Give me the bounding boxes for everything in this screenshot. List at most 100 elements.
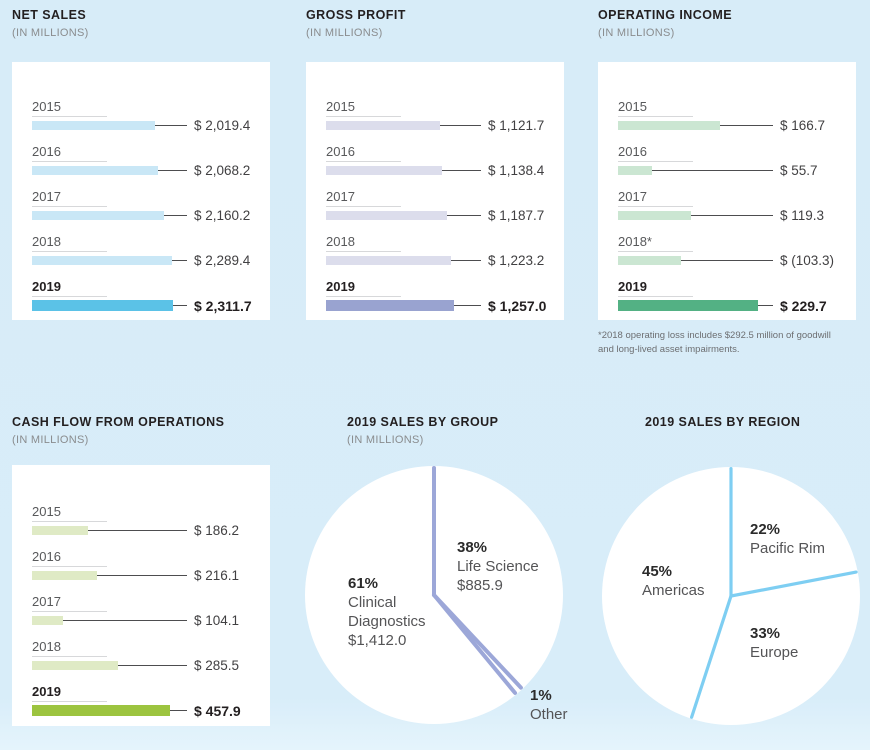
sales-by-region-pie-wrap: 22% Pacific Rim 45% Americas 33% Europe — [600, 465, 862, 727]
sales-by-group-pie — [305, 466, 563, 724]
slice-amount: $885.9 — [457, 577, 503, 594]
bar — [32, 166, 158, 175]
slice-name: Life Science — [457, 558, 539, 575]
year-label: 2018 — [326, 234, 401, 252]
bar-row: 2018* $ (103.3) — [618, 233, 846, 268]
operating-income-title: OPERATING INCOME — [598, 8, 733, 22]
year-label: 2018 — [32, 639, 107, 657]
operating-income-footnote: *2018 operating loss includes $292.5 mil… — [598, 330, 831, 355]
pie-divider-line — [432, 593, 517, 695]
bar-track: $ 1,257.0 — [326, 297, 554, 314]
bar-row: 2015 $ 2,019.4 — [32, 98, 260, 133]
bar-value: $ 2,289.4 — [194, 253, 251, 268]
bar-value: $ 229.7 — [780, 297, 827, 314]
bar-track: $ 216.1 — [32, 568, 260, 583]
bar-row: 2017 $ 1,187.7 — [326, 188, 554, 223]
bar-track: $ 2,289.4 — [32, 253, 260, 268]
bar-value: $ 216.1 — [194, 568, 240, 583]
bar — [32, 571, 97, 580]
bar-value: $ 457.9 — [194, 702, 241, 719]
bar — [326, 211, 447, 220]
connector-line — [720, 125, 773, 126]
bar-track: $ 1,138.4 — [326, 163, 554, 178]
section-header: NET SALES (IN MILLIONS) — [12, 8, 270, 39]
cash-flow-chart-card: 2015 $ 186.2 2016 $ 216.1 2017 $ 104.1 2018 $ 2… — [12, 465, 270, 726]
gross-profit-subtitle: (IN MILLIONS) — [306, 27, 383, 39]
gross-profit-section: GROSS PROFIT (IN MILLIONS) 2015 $ 1,121.7… — [306, 8, 564, 320]
bar-row: 2015 $ 166.7 — [618, 98, 846, 133]
connector-line — [442, 170, 481, 171]
bar — [32, 300, 173, 311]
slice-name: Americas — [642, 582, 705, 599]
bar-row: 2019 $ 229.7 — [618, 278, 846, 314]
bar-row: 2017 $ 2,160.2 — [32, 188, 260, 223]
bar-track: $ 166.7 — [618, 118, 846, 133]
bar — [32, 211, 164, 220]
sales-by-group-subtitle: (IN MILLIONS) — [347, 434, 424, 446]
connector-line — [681, 260, 773, 261]
bar-track: $ 2,311.7 — [32, 297, 260, 314]
bar-value: $ 2,311.7 — [194, 297, 252, 314]
bar-track: $ 1,121.7 — [326, 118, 554, 133]
year-label: 2017 — [32, 189, 107, 207]
bar-track: $ 186.2 — [32, 523, 260, 538]
bar-value: $ 55.7 — [780, 163, 818, 178]
connector-line — [691, 215, 773, 216]
connector-line — [758, 305, 773, 306]
connector-line — [447, 215, 481, 216]
connector-line — [173, 305, 187, 306]
pie-label-europe: 33% Europe — [750, 624, 830, 662]
slice-name: Pacific Rim — [750, 540, 826, 557]
bar-row: 2016 $ 1,138.4 — [326, 143, 554, 178]
connector-line — [164, 215, 187, 216]
slice-name: Other — [530, 706, 568, 723]
pie-label-pacific-rim: 22% Pacific Rim — [750, 520, 845, 558]
slice-percent: 33% — [750, 625, 781, 642]
year-label: 2017 — [618, 189, 693, 207]
connector-line — [451, 260, 481, 261]
bar-value: $ 1,223.2 — [488, 253, 545, 268]
connector-line — [155, 125, 187, 126]
gross-profit-title: GROSS PROFIT — [306, 8, 406, 22]
year-label: 2016 — [618, 144, 693, 162]
bar — [32, 256, 172, 265]
bar — [326, 121, 440, 130]
bar — [32, 121, 155, 130]
year-label: 2017 — [326, 189, 401, 207]
bar-value: $ 285.5 — [194, 658, 240, 673]
year-label: 2019 — [32, 279, 107, 297]
section-header: OPERATING INCOME (IN MILLIONS) — [598, 8, 858, 39]
year-label: 2019 — [618, 279, 693, 297]
bar-track: $ 229.7 — [618, 297, 846, 314]
sales-by-group-pie-wrap: 38% Life Science $885.9 61% Clinical Dia… — [303, 464, 568, 726]
bar-row: 2015 $ 1,121.7 — [326, 98, 554, 133]
bar-track: $ 104.1 — [32, 613, 260, 628]
bar-value: $ 186.2 — [194, 523, 240, 538]
pie-label-other: 1% Other — [530, 686, 590, 724]
year-label: 2017 — [32, 594, 107, 612]
slice-percent: 38% — [457, 539, 488, 556]
operating-income-chart-card: 2015 $ 166.7 2016 $ 55.7 2017 $ 119.3 2018* $ (… — [598, 62, 856, 320]
bar — [32, 616, 63, 625]
slice-percent: 45% — [642, 563, 673, 580]
bar-value: $ (103.3) — [780, 253, 835, 268]
connector-line — [652, 170, 773, 171]
bar-row: 2018 $ 2,289.4 — [32, 233, 260, 268]
cash-flow-section: CASH FLOW FROM OPERATIONS (IN MILLIONS) … — [12, 408, 270, 728]
section-header: GROSS PROFIT (IN MILLIONS) — [306, 8, 564, 39]
bar — [326, 166, 442, 175]
slice-name: Europe — [750, 644, 799, 661]
bar — [618, 300, 758, 311]
bar-value: $ 119.3 — [780, 208, 825, 223]
bar — [32, 526, 88, 535]
bar — [618, 256, 681, 265]
sales-by-region-header: 2019 SALES BY REGION — [645, 415, 800, 429]
year-label: 2015 — [32, 504, 107, 522]
bar-track: $ 55.7 — [618, 163, 846, 178]
year-label: 2018* — [618, 234, 693, 252]
section-header: CASH FLOW FROM OPERATIONS (IN MILLIONS) — [12, 415, 270, 446]
year-label: 2015 — [32, 99, 107, 117]
bar-value: $ 1,257.0 — [488, 297, 547, 314]
bar — [618, 166, 652, 175]
bar-track: $ 2,160.2 — [32, 208, 260, 223]
